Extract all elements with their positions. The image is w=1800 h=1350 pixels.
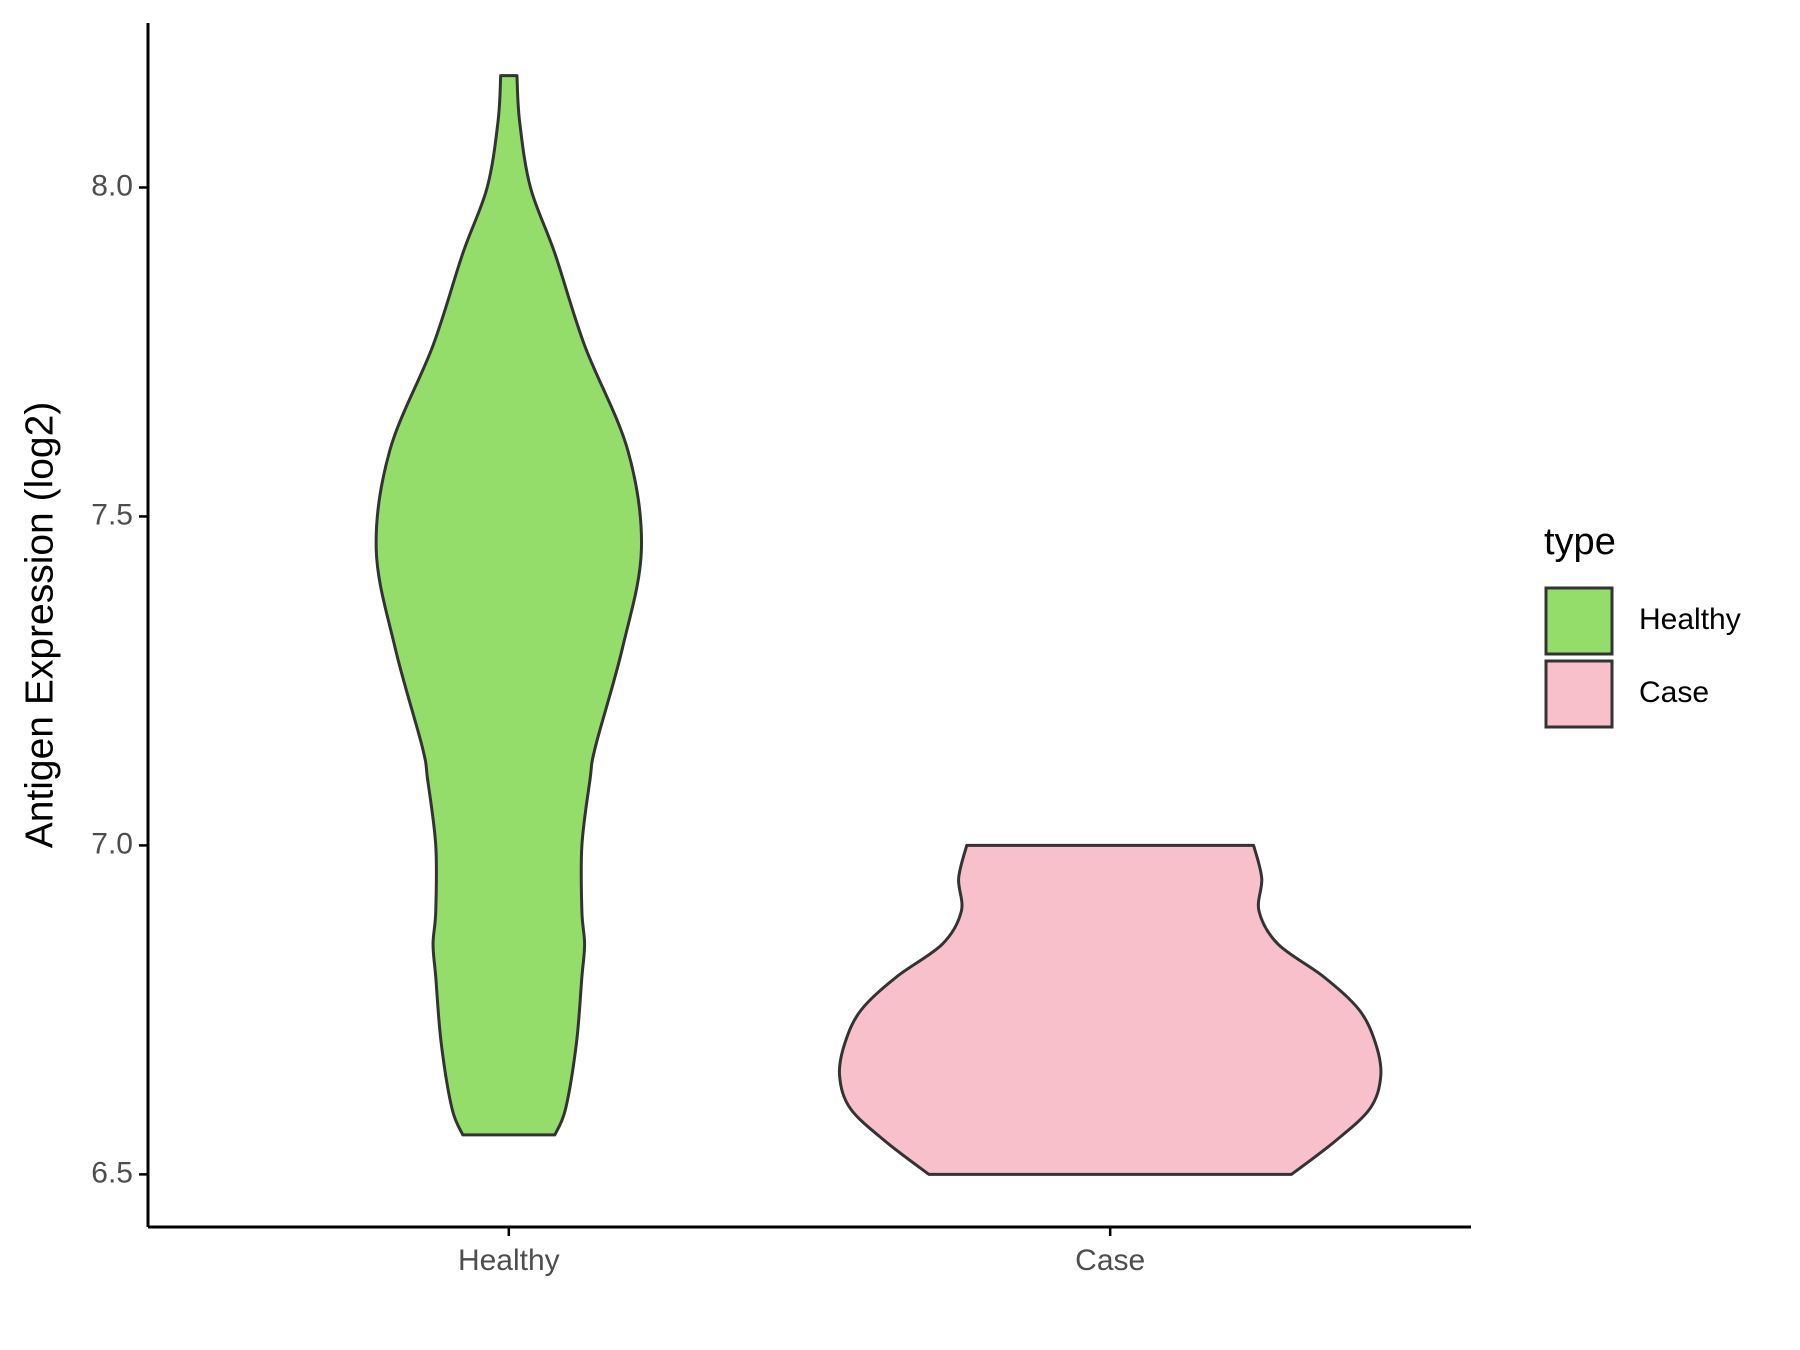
y-tick-label: 7.5 [91, 498, 133, 531]
y-tick-label: 8.0 [91, 169, 133, 202]
violin [837, 843, 1383, 1176]
violin [374, 74, 644, 1137]
y-axis-title: Antigen Expression (log2) [18, 402, 61, 849]
x-tick-label: Healthy [458, 1244, 560, 1277]
y-tick-label: 6.5 [91, 1156, 133, 1189]
legend-title: type [1544, 521, 1616, 563]
y-tick-label: 7.0 [91, 827, 133, 860]
legend-label: Healthy [1639, 603, 1741, 636]
x-tick-label: Case [1075, 1244, 1145, 1277]
legend-key [1544, 586, 1614, 656]
legend-label: Case [1639, 676, 1709, 709]
legend-key [1544, 659, 1614, 729]
